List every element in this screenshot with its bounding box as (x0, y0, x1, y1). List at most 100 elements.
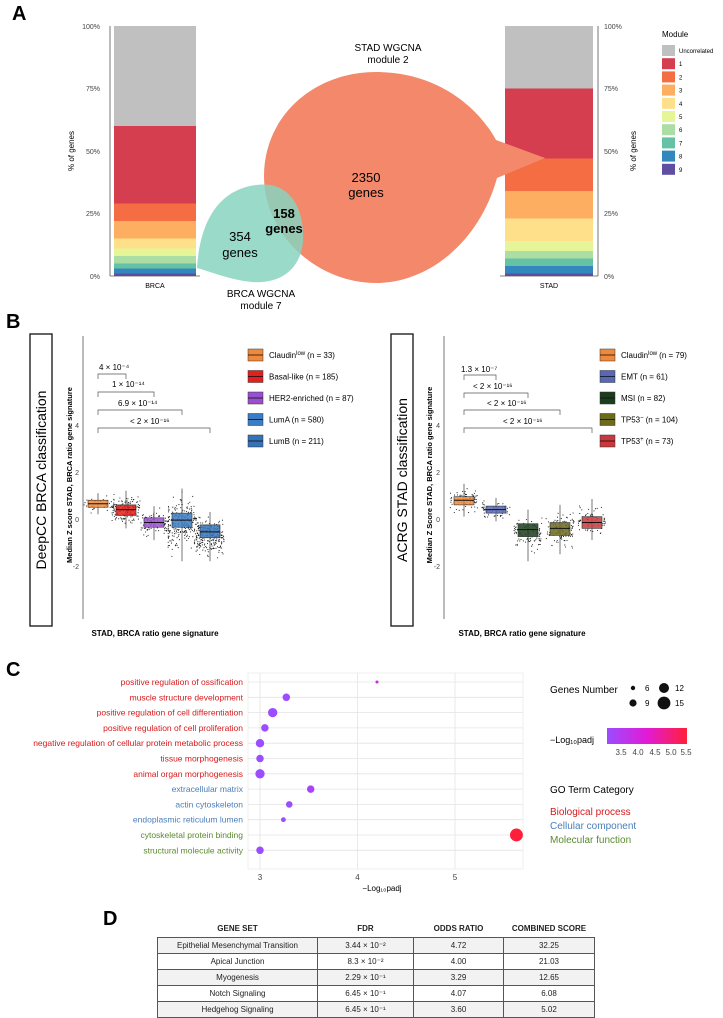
jitter-point (178, 528, 180, 531)
jitter-point (173, 535, 175, 537)
col-header-gene-set: GENE SET (217, 923, 258, 933)
pvalue-bracket-3 (97, 409, 183, 415)
jitter-point (190, 547, 192, 549)
bar-segment-brca-module-6 (114, 256, 196, 264)
jitter-point (158, 530, 160, 532)
jitter-point (577, 520, 579, 522)
jitter-point (223, 535, 225, 537)
jitter-point (562, 514, 564, 516)
jitter-point (178, 534, 180, 536)
jitter-point (600, 506, 602, 508)
jitter-point (211, 545, 213, 547)
jitter-point (451, 503, 453, 505)
jitter-point (121, 520, 124, 522)
jitter-point (474, 490, 476, 492)
jitter-point (199, 553, 201, 556)
jitter-point (195, 518, 198, 520)
jitter-point (198, 516, 200, 518)
jitter-point (187, 511, 190, 513)
jitter-point (137, 496, 139, 498)
jitter-point (594, 508, 597, 510)
jitter-point (193, 511, 195, 514)
size-legend-6: 6 (645, 684, 650, 693)
jitter-point (484, 516, 486, 518)
jitter-point (86, 499, 88, 501)
legend-label-1: EMT (n = 61) (621, 373, 668, 382)
jitter-point (218, 551, 220, 553)
jitter-point (106, 509, 108, 511)
jitter-point (577, 522, 580, 524)
size-legend-dot-9 (629, 699, 637, 707)
jitter-point (186, 534, 188, 536)
jitter-point (557, 512, 559, 514)
cell-gene-set: Hedgehog Signaling (157, 1001, 318, 1018)
jitter-point (146, 529, 148, 531)
jitter-point (579, 520, 581, 522)
jitter-point (124, 501, 126, 503)
bar-segment-stad-module-6 (505, 251, 593, 259)
jitter-point (193, 529, 196, 531)
jitter-point (183, 531, 185, 533)
jitter-point (202, 537, 204, 540)
legend-label-4: LumB (n = 211) (269, 437, 324, 446)
bar-segment-brca-module-5 (114, 248, 196, 256)
brca-module-title-line1: BRCA WGCNA (227, 289, 296, 300)
jitter-point (121, 519, 123, 521)
stad-ylabel: % of genes (629, 131, 638, 171)
jitter-point (197, 525, 199, 527)
jitter-point (192, 519, 195, 521)
jitter-point (188, 529, 190, 531)
jitter-point (162, 515, 164, 517)
jitter-point (515, 526, 517, 528)
jitter-point (179, 532, 181, 534)
jitter-point (210, 543, 213, 545)
brca-module-title-line2: module 7 (240, 301, 282, 312)
jitter-point (464, 494, 467, 496)
jitter-point (531, 545, 533, 547)
legend-label-0: Claudinlow (n = 79) (621, 351, 687, 360)
left-xlabel: STAD, BRCA ratio gene signature (91, 629, 219, 638)
bar-segment-stad-module-7 (505, 258, 593, 266)
cell-gene-set: Notch Signaling (157, 985, 318, 1002)
legend-label-0: Claudinlow (n = 33) (269, 351, 335, 360)
jitter-point (528, 538, 530, 540)
jitter-point (580, 519, 582, 522)
jitter-point (177, 529, 179, 531)
jitter-point (178, 504, 180, 506)
jitter-point (139, 500, 141, 502)
jitter-point (487, 516, 489, 518)
jitter-point (118, 500, 120, 502)
box-tp53- (549, 522, 571, 536)
go-plot-area (247, 672, 524, 870)
jitter-point (210, 547, 212, 550)
jitter-point (92, 508, 94, 511)
jitter-point (167, 526, 169, 528)
jitter-point (196, 542, 199, 544)
jitter-point (213, 541, 215, 543)
left-legend: Claudinlow (n = 33) Basal-like (n = 185) HE… (247, 348, 354, 448)
right-pval-3: < 2 × 10⁻¹⁶ (487, 399, 527, 408)
legend-label-module-5: 5 (679, 115, 683, 121)
jitter-point (557, 520, 559, 522)
jitter-point (190, 507, 192, 509)
jitter-point (189, 531, 192, 533)
go-term-muscle-structure-development: muscle structure development (130, 692, 244, 702)
jitter-point (564, 544, 566, 546)
jitter-point (124, 522, 126, 524)
jitter-point (218, 522, 220, 524)
brca-xlabel: BRCA (145, 283, 165, 290)
right-ytick-4: 4 (436, 423, 440, 430)
jitter-point (499, 514, 502, 516)
jitter-point (147, 534, 149, 536)
brca-ylabel: % of genes (67, 131, 76, 171)
jitter-point (502, 503, 504, 505)
jitter-point (200, 546, 202, 548)
jitter-point (560, 537, 562, 539)
jitter-point (111, 506, 113, 509)
jitter-point (516, 529, 518, 531)
cell-fdr: 6.45 × 10⁻¹ (317, 985, 414, 1002)
panel-c: positive regulation of ossification muscl… (33, 672, 692, 893)
jitter-point (483, 512, 485, 514)
jitter-point (587, 512, 589, 514)
jitter-point (174, 533, 176, 535)
